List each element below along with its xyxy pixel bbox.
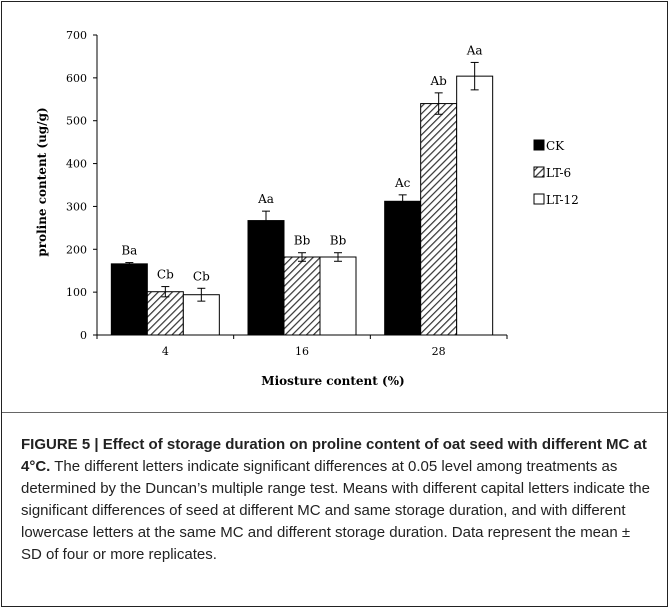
caption-body: The different letters indicate significa… (21, 458, 650, 563)
legend: CK LT-6 LT-12 (533, 139, 579, 207)
x-tick-label: 16 (295, 345, 309, 358)
legend-label-lt-6: LT-6 (546, 166, 571, 180)
y-tick-label: 300 (66, 200, 87, 213)
legend-swatch-ck (533, 139, 545, 151)
bar-lt-12 (319, 256, 357, 336)
significance-label: Bb (330, 234, 347, 248)
axes: 0 100 200 300 400 500 600 700 4 16 28 (66, 29, 508, 358)
y-tick-label: 200 (66, 243, 87, 256)
significance-label: Aa (466, 43, 483, 57)
bar-lt-6 (283, 256, 321, 336)
significance-label: Cb (193, 269, 210, 283)
caption-divider (2, 412, 667, 413)
significance-label: Aa (257, 192, 274, 206)
bar-lt-12 (456, 75, 494, 336)
x-axis-label: Miosture content (%) (261, 374, 404, 388)
bar-ck (384, 200, 422, 336)
x-tick-label: 4 (162, 345, 169, 358)
y-axis-label: proline content (ug/g) (35, 107, 49, 256)
bar-ck (110, 263, 148, 336)
y-tick-label: 100 (66, 286, 87, 299)
significance-label: Bb (294, 234, 311, 248)
x-tick-label: 28 (432, 345, 446, 358)
bar-chart: 0 100 200 300 400 500 600 700 4 16 28 Ba Cb Cb Aa Bb Bb… (35, 29, 579, 388)
bars: Ba Cb Cb Aa Bb Bb Ac Ab Aa (110, 43, 494, 336)
y-tick-label: 500 (66, 115, 87, 128)
y-tick-label: 700 (66, 29, 87, 42)
bar-lt-6 (146, 291, 184, 336)
significance-label: Ba (121, 244, 137, 258)
significance-label: Ac (394, 176, 411, 190)
legend-swatch-lt-6 (533, 166, 545, 178)
bar-lt-6 (420, 103, 458, 336)
caption-lead: FIGURE 5 | Effect of storage duration on… (21, 436, 647, 475)
bar-ck (247, 220, 285, 336)
legend-swatch-lt-12 (533, 193, 545, 205)
significance-label: Cb (157, 268, 174, 282)
y-tick-label: 400 (66, 158, 87, 171)
legend-label-lt-12: LT-12 (546, 193, 579, 207)
figure-caption: FIGURE 5 | Effect of storage duration on… (21, 434, 651, 566)
significance-label: Ab (429, 74, 447, 88)
legend-label-ck: CK (546, 139, 565, 153)
y-tick-label: 0 (80, 329, 87, 342)
y-tick-label: 600 (66, 72, 87, 85)
